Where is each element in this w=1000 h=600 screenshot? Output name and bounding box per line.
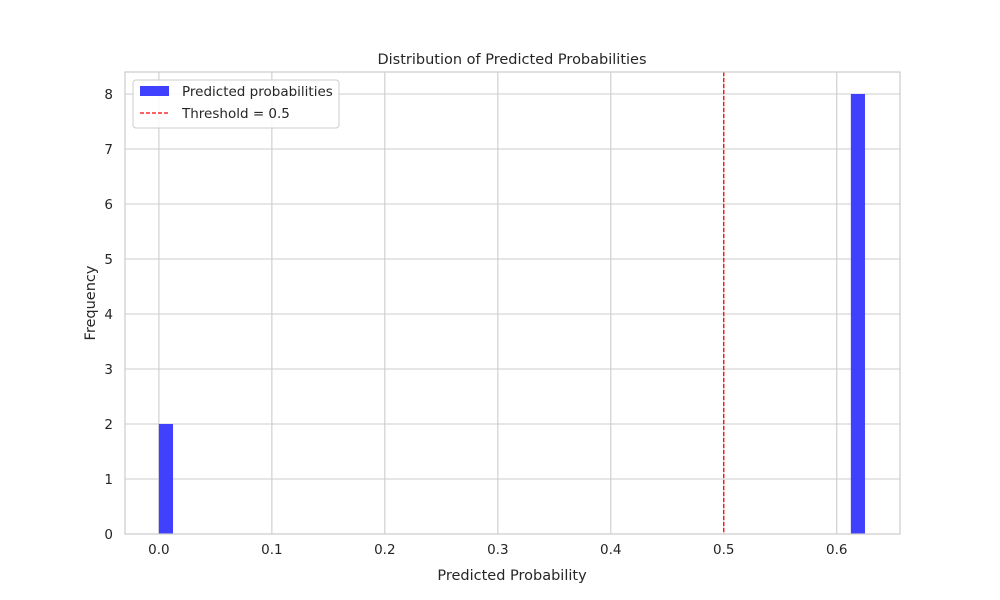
x-tick-label: 0.2 [374, 542, 395, 558]
y-tick-label: 1 [104, 472, 113, 488]
legend-label-predicted: Predicted probabilities [182, 84, 333, 100]
y-tick-label: 3 [104, 362, 113, 378]
x-axis-label: Predicted Probability [437, 568, 587, 584]
y-tick-label: 6 [104, 197, 113, 213]
x-tick-label: 0.4 [600, 542, 621, 558]
y-tick-label: 7 [104, 142, 113, 158]
x-tick-label: 0.0 [148, 542, 169, 558]
y-tick-label: 5 [104, 252, 113, 268]
x-tick-label: 0.5 [713, 542, 734, 558]
y-tick-labels: 0 1 2 3 4 5 6 7 8 [104, 87, 113, 543]
legend-label-threshold: Threshold = 0.5 [181, 106, 290, 122]
y-tick-label: 2 [104, 417, 113, 433]
legend-box [132, 79, 340, 129]
y-axis-label: Frequency [83, 265, 99, 340]
bars [158, 94, 865, 534]
histogram-bar [158, 424, 174, 534]
x-tick-label: 0.1 [261, 542, 282, 558]
x-tick-label: 0.3 [487, 542, 508, 558]
x-tick-label: 0.6 [826, 542, 847, 558]
plot-area [125, 72, 900, 534]
x-tick-labels: 0.0 0.1 0.2 0.3 0.4 0.5 0.6 [148, 542, 847, 558]
legend: Predicted probabilities Threshold = 0.5 [132, 79, 340, 129]
y-tick-label: 0 [104, 527, 113, 543]
y-tick-label: 8 [104, 87, 113, 103]
histogram-bar [850, 94, 865, 534]
plot-frame [124, 71, 901, 535]
y-tick-label: 4 [104, 307, 113, 323]
chart-title: Distribution of Predicted Probabilities [377, 52, 646, 68]
legend-swatch-predicted [140, 86, 169, 96]
